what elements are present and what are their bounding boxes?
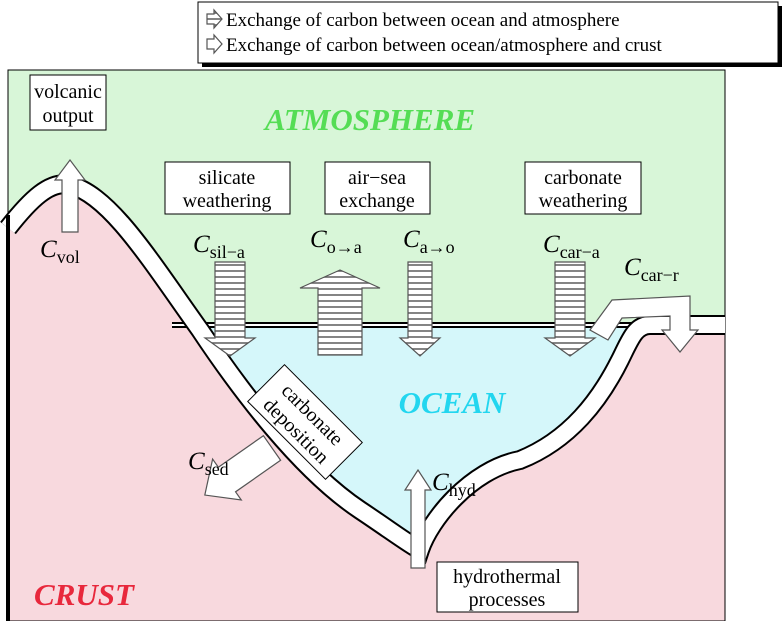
flux-label: Chyd xyxy=(432,469,476,500)
flux-label: Ca→o xyxy=(403,226,455,257)
arrow-air-to-ocean xyxy=(398,261,442,357)
legend-label: Exchange of carbon between ocean/atmosph… xyxy=(226,35,662,56)
arrow-sedimentation xyxy=(204,434,282,501)
process-label: processes xyxy=(469,589,546,611)
flux-symbol: C xyxy=(543,231,560,258)
process-box xyxy=(524,161,642,215)
process-box xyxy=(436,561,579,613)
process-box xyxy=(29,74,107,131)
process-label: hydrothermal xyxy=(453,566,561,588)
arrow-hydrothermal xyxy=(403,468,433,569)
flux-symbol: C xyxy=(193,231,210,258)
process-box xyxy=(247,364,363,480)
legend-box xyxy=(197,1,779,64)
arrow-silicate xyxy=(203,261,257,357)
flux-symbol: C xyxy=(403,226,420,253)
process-label: weathering xyxy=(539,190,628,212)
flux-label: Cvol xyxy=(40,236,80,267)
flux-subscript: vol xyxy=(57,247,80,267)
flux-symbol: C xyxy=(188,448,205,475)
flux-subscript: o→a xyxy=(327,237,362,257)
process-label: silicate xyxy=(199,167,256,189)
process-box xyxy=(324,161,431,215)
flux-subscript: sed xyxy=(205,459,229,479)
legend-icon-plain xyxy=(206,33,223,55)
flux-label: Ccar−r xyxy=(624,254,679,285)
legend-label: Exchange of carbon between ocean and atm… xyxy=(226,10,620,31)
flux-symbol: C xyxy=(624,254,641,281)
arrow-carbonate-return xyxy=(589,295,700,353)
crust-edge xyxy=(6,215,10,621)
process-label: exchange xyxy=(339,190,415,212)
arrow-volcanic xyxy=(53,159,87,233)
flux-label: Co→a xyxy=(310,226,362,257)
legend-icon-striped xyxy=(206,8,223,30)
flux-subscript: car−a xyxy=(560,242,600,262)
flux-label: Ccar−a xyxy=(543,231,600,262)
process-box xyxy=(164,161,291,215)
process-label: air−sea xyxy=(348,167,406,189)
flux-symbol: C xyxy=(432,469,449,496)
flux-symbol: C xyxy=(40,236,57,263)
process-label: carbonate xyxy=(544,167,622,189)
flux-subscript: car−r xyxy=(641,265,679,285)
flux-label: Csil−a xyxy=(193,231,245,262)
process-label: output xyxy=(42,105,94,127)
arrow-carbonate-weathering xyxy=(543,261,597,357)
flux-subscript: sil−a xyxy=(210,242,245,262)
arrow-ocean-to-air xyxy=(299,269,381,356)
atmosphere-label: ATMOSPHERE xyxy=(263,102,475,137)
process-label: weathering xyxy=(183,190,272,212)
flux-label: Csed xyxy=(188,448,229,479)
flux-symbol: C xyxy=(310,226,327,253)
flux-subscript: hyd xyxy=(449,480,476,500)
ocean-label: OCEAN xyxy=(399,385,507,420)
surface-band xyxy=(1,176,725,562)
flux-subscript: a→o xyxy=(420,237,455,257)
process-label: volcanic xyxy=(34,81,102,103)
crust-label: CRUST xyxy=(34,577,135,612)
